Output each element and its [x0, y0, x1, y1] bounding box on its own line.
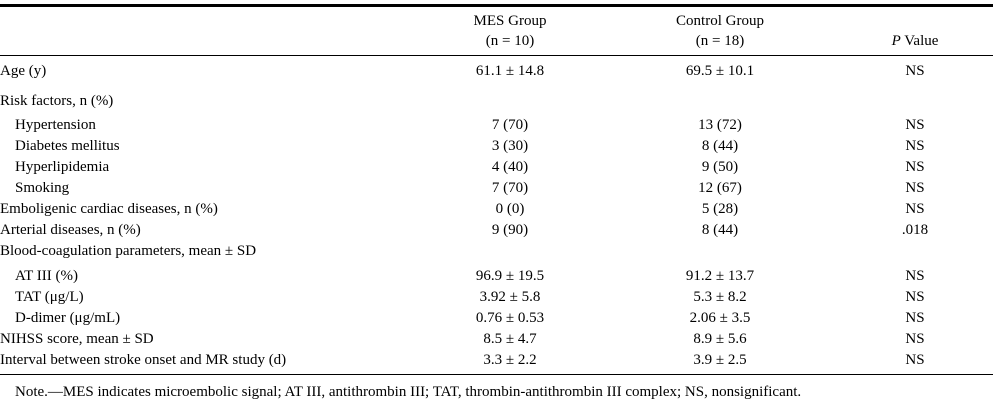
table-row: Smoking 7 (70) 12 (67) NS [0, 178, 993, 198]
row-label: Diabetes mellitus [15, 138, 120, 154]
mes-value: 3.92 ± 5.8 [479, 289, 541, 305]
header-mes-group: MES Group (n = 10) [430, 11, 590, 51]
control-value: 8.9 ± 5.6 [693, 331, 747, 347]
row-label: NIHSS score, mean ± SD [0, 331, 154, 347]
mes-value: 96.9 ± 19.5 [475, 268, 545, 284]
control-value: 5.3 ± 8.2 [693, 289, 747, 305]
row-label: D-dimer (μg/mL) [15, 310, 121, 326]
row-label: Blood-coagulation parameters, mean ± SD [0, 243, 257, 259]
control-value: 8 (44) [701, 222, 739, 238]
mes-value: 0 (0) [495, 201, 525, 217]
row-label: Hyperlipidemia [15, 159, 110, 175]
table-row: NIHSS score, mean ± SD 8.5 ± 4.7 8.9 ± 5… [0, 329, 993, 349]
p-value: NS [905, 63, 925, 79]
row-label: AT III (%) [15, 268, 79, 284]
header-control-group: Control Group (n = 18) [640, 11, 800, 51]
row-label: Interval between stroke onset and MR stu… [0, 352, 287, 368]
control-value: 69.5 ± 10.1 [685, 63, 755, 79]
header-rule [0, 55, 993, 56]
table-row: AT III (%) 96.9 ± 19.5 91.2 ± 13.7 NS [0, 266, 993, 286]
table-note: Note.—MES indicates microembolic signal;… [15, 384, 802, 400]
mes-value: 4 (40) [491, 159, 529, 175]
row-label: Smoking [15, 180, 70, 196]
p-value: NS [905, 352, 925, 368]
mes-value: 9 (90) [491, 222, 529, 238]
table-row: Risk factors, n (%) [0, 91, 993, 111]
table-row: Interval between stroke onset and MR stu… [0, 350, 993, 370]
header-control-line1: Control Group [676, 13, 764, 29]
table-row: Blood-coagulation parameters, mean ± SD [0, 241, 993, 261]
table-row: Arterial diseases, n (%) 9 (90) 8 (44) .… [0, 220, 993, 240]
p-value: NS [905, 159, 925, 175]
p-value: .018 [901, 222, 929, 238]
header-p-italic: P [891, 33, 901, 49]
mes-value: 7 (70) [491, 117, 529, 133]
control-value: 2.06 ± 3.5 [689, 310, 751, 326]
mes-value: 3.3 ± 2.2 [483, 352, 537, 368]
row-label: Arterial diseases, n (%) [0, 222, 141, 238]
row-label: Emboligenic cardiac diseases, n (%) [0, 201, 218, 217]
p-value: NS [905, 310, 925, 326]
table-row: Age (y) 61.1 ± 14.8 69.5 ± 10.1 NS [0, 61, 993, 81]
table-row: Hypertension 7 (70) 13 (72) NS [0, 115, 993, 135]
row-label: Age (y) [0, 63, 47, 79]
mes-value: 61.1 ± 14.8 [475, 63, 545, 79]
header-mes-line2: (n = 10) [485, 33, 535, 49]
header-p-rest: Value [900, 33, 939, 49]
control-value: 91.2 ± 13.7 [685, 268, 755, 284]
p-value: NS [905, 331, 925, 347]
table-row: D-dimer (μg/mL) 0.76 ± 0.53 2.06 ± 3.5 N… [0, 308, 993, 328]
bottom-rule [0, 374, 993, 375]
top-rule [0, 4, 993, 7]
header-mes-line1: MES Group [473, 13, 547, 29]
control-value: 12 (67) [698, 180, 742, 196]
control-value: 5 (28) [701, 201, 739, 217]
p-value: NS [905, 138, 925, 154]
p-value: NS [905, 180, 925, 196]
mes-value: 0.76 ± 0.53 [475, 310, 545, 326]
table-row: Emboligenic cardiac diseases, n (%) 0 (0… [0, 199, 993, 219]
table-row: Diabetes mellitus 3 (30) 8 (44) NS [0, 136, 993, 156]
row-label: Risk factors, n (%) [0, 93, 114, 109]
header-p-value: P Value [870, 31, 960, 51]
p-value: NS [905, 268, 925, 284]
table-row: Hyperlipidemia 4 (40) 9 (50) NS [0, 157, 993, 177]
table-row: TAT (μg/L) 3.92 ± 5.8 5.3 ± 8.2 NS [0, 287, 993, 307]
mes-value: 3 (30) [491, 138, 529, 154]
row-label: Hypertension [15, 117, 96, 133]
control-value: 13 (72) [698, 117, 742, 133]
p-value: NS [905, 117, 925, 133]
mes-value: 8.5 ± 4.7 [483, 331, 537, 347]
control-value: 3.9 ± 2.5 [693, 352, 747, 368]
p-value: NS [905, 289, 925, 305]
mes-value: 7 (70) [491, 180, 529, 196]
row-label: TAT (μg/L) [15, 289, 84, 305]
p-value: NS [905, 201, 925, 217]
header-control-line2: (n = 18) [695, 33, 745, 49]
control-value: 9 (50) [701, 159, 739, 175]
control-value: 8 (44) [701, 138, 739, 154]
